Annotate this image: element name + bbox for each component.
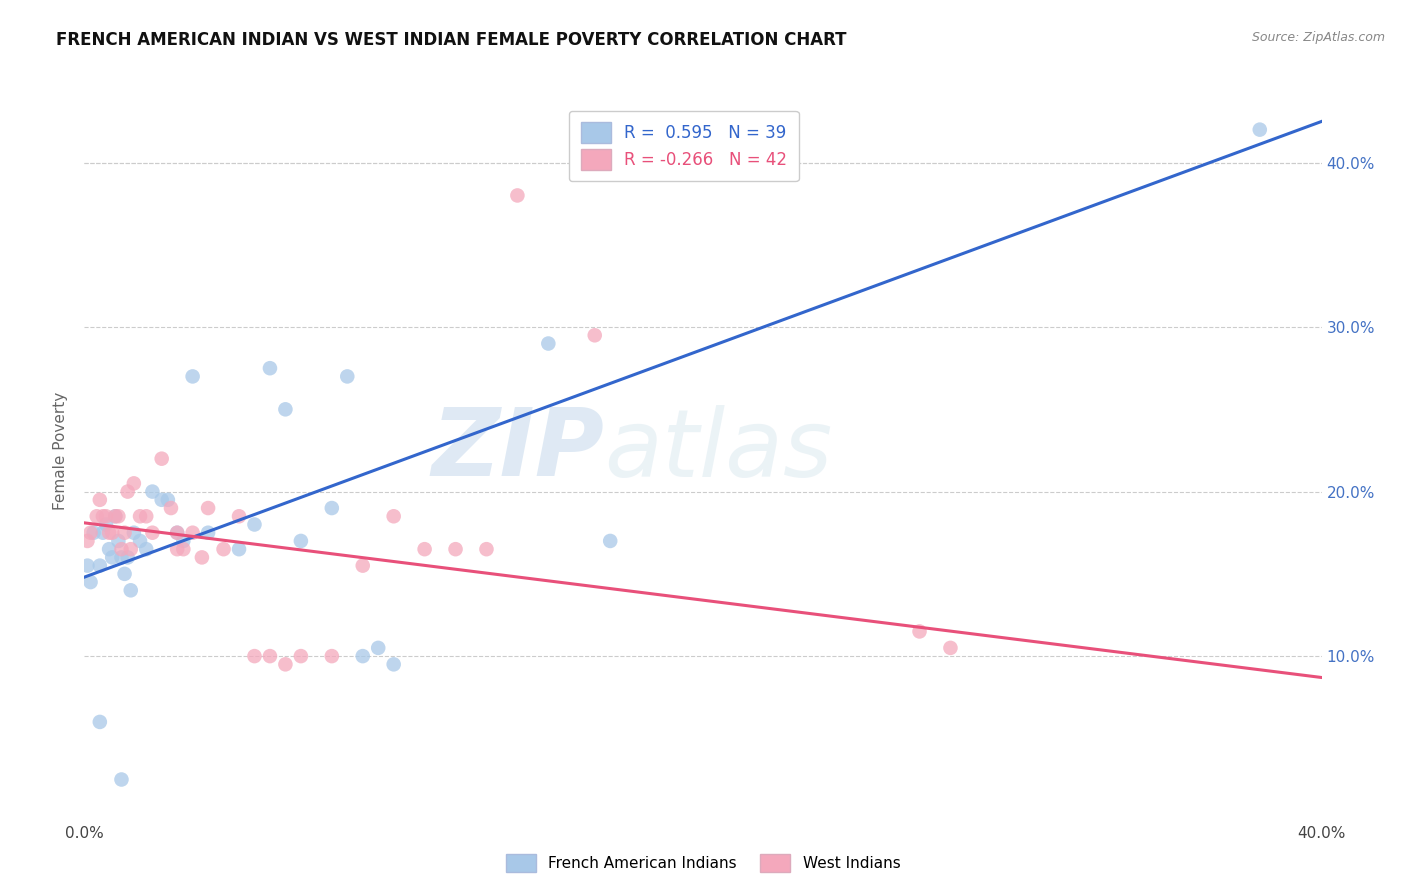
- Point: [91, 509, 114, 524]
- Y-axis label: Female Poverty: Female Poverty: [53, 392, 69, 509]
- Point: [321, 649, 343, 664]
- Point: [150, 451, 173, 466]
- Point: [259, 649, 281, 664]
- Point: [117, 484, 139, 499]
- Point: [172, 533, 194, 548]
- Point: [117, 550, 139, 565]
- Point: [583, 328, 606, 343]
- Point: [120, 583, 142, 598]
- Point: [444, 542, 467, 557]
- Point: [243, 649, 266, 664]
- Point: [537, 336, 560, 351]
- Point: [141, 484, 163, 499]
- Point: [321, 501, 343, 516]
- Point: [114, 566, 136, 581]
- Point: [274, 402, 297, 417]
- Point: [122, 525, 145, 540]
- Text: atlas: atlas: [605, 405, 832, 496]
- Point: [150, 492, 173, 507]
- Point: [79, 575, 101, 590]
- Point: [141, 525, 163, 540]
- Point: [181, 369, 204, 384]
- Point: [506, 188, 529, 202]
- Point: [191, 550, 214, 565]
- Point: [89, 558, 111, 573]
- Point: [382, 657, 405, 672]
- Point: [110, 772, 132, 787]
- Point: [86, 509, 108, 524]
- Point: [197, 525, 219, 540]
- Text: Source: ZipAtlas.com: Source: ZipAtlas.com: [1251, 31, 1385, 45]
- Point: [181, 525, 204, 540]
- Point: [166, 542, 188, 557]
- Point: [259, 361, 281, 376]
- Text: ZIP: ZIP: [432, 404, 605, 497]
- Point: [197, 501, 219, 516]
- Point: [156, 492, 179, 507]
- Point: [1249, 122, 1271, 136]
- Point: [98, 525, 121, 540]
- Point: [939, 640, 962, 655]
- Point: [367, 640, 389, 655]
- Point: [228, 509, 250, 524]
- Point: [114, 525, 136, 540]
- Point: [120, 542, 142, 557]
- Point: [336, 369, 359, 384]
- Text: FRENCH AMERICAN INDIAN VS WEST INDIAN FEMALE POVERTY CORRELATION CHART: FRENCH AMERICAN INDIAN VS WEST INDIAN FE…: [56, 31, 846, 49]
- Point: [352, 649, 374, 664]
- Point: [290, 649, 312, 664]
- Point: [243, 517, 266, 532]
- Legend: French American Indians, West Indians: French American Indians, West Indians: [498, 846, 908, 880]
- Point: [76, 533, 98, 548]
- Point: [104, 509, 127, 524]
- Point: [91, 525, 114, 540]
- Point: [122, 476, 145, 491]
- Point: [212, 542, 235, 557]
- Point: [352, 558, 374, 573]
- Point: [94, 517, 117, 532]
- Point: [599, 533, 621, 548]
- Point: [94, 509, 117, 524]
- Point: [76, 558, 98, 573]
- Point: [89, 714, 111, 729]
- Point: [413, 542, 436, 557]
- Point: [290, 533, 312, 548]
- Point: [104, 509, 127, 524]
- Point: [274, 657, 297, 672]
- Point: [172, 542, 194, 557]
- Point: [135, 542, 157, 557]
- Point: [110, 550, 132, 565]
- Point: [166, 525, 188, 540]
- Point: [83, 525, 105, 540]
- Point: [101, 550, 124, 565]
- Point: [98, 542, 121, 557]
- Point: [382, 509, 405, 524]
- Point: [166, 525, 188, 540]
- Point: [228, 542, 250, 557]
- Point: [908, 624, 931, 639]
- Point: [129, 509, 152, 524]
- Point: [475, 542, 498, 557]
- Point: [129, 533, 152, 548]
- Point: [89, 492, 111, 507]
- Point: [101, 525, 124, 540]
- Point: [110, 542, 132, 557]
- Point: [79, 525, 101, 540]
- Point: [107, 509, 129, 524]
- Point: [135, 509, 157, 524]
- Point: [160, 501, 183, 516]
- Point: [107, 533, 129, 548]
- Legend: R =  0.595   N = 39, R = -0.266   N = 42: R = 0.595 N = 39, R = -0.266 N = 42: [569, 111, 799, 181]
